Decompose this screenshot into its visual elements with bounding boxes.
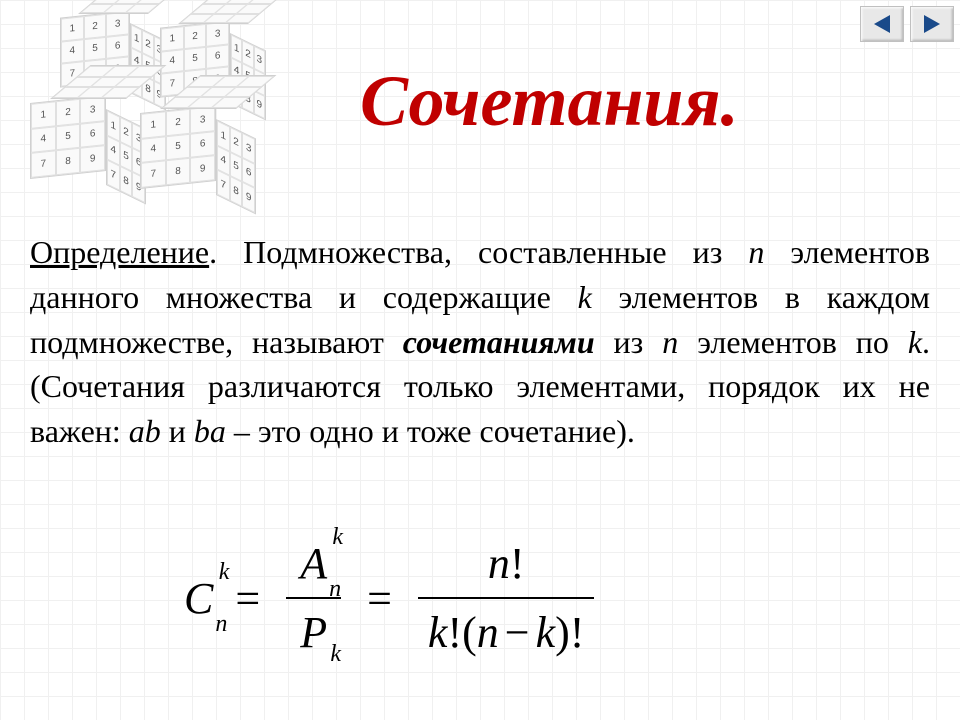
- equals-2: =: [367, 573, 392, 624]
- var-A: A k n: [300, 538, 327, 589]
- combinations-formula: C k n = A k n P k = n! k!(n−k)!: [180, 530, 602, 666]
- var-P: P k: [300, 607, 327, 658]
- fraction-1: A k n P k: [286, 530, 341, 666]
- fraction-2: n! k!(n−k)!: [418, 530, 595, 666]
- cubes-decoration: 123456789 123456789 123456789 123456789 …: [30, 14, 290, 214]
- triangle-right-icon: [920, 13, 944, 35]
- page-title: Сочетания.: [360, 60, 739, 143]
- prev-button[interactable]: [860, 6, 904, 42]
- next-button[interactable]: [910, 6, 954, 42]
- triangle-left-icon: [870, 13, 894, 35]
- nav-buttons: [860, 6, 954, 42]
- var-C: C k n: [184, 573, 213, 624]
- equals-1: =: [235, 573, 260, 624]
- definition-label: Определение: [30, 234, 209, 270]
- definition-text: Определение. Подмножества, составленные …: [30, 230, 930, 454]
